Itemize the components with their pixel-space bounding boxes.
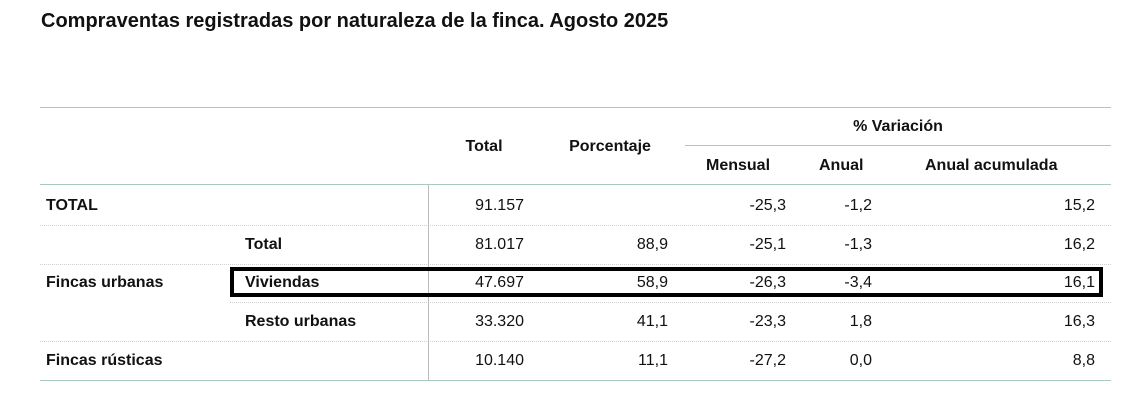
row-group-label: TOTAL (46, 197, 98, 214)
row-group-label: Fincas rústicas (46, 352, 163, 369)
row-sub-label: Total (245, 236, 283, 253)
header-porcentaje: Porcentaje (569, 138, 651, 155)
table-bottom-border (40, 380, 1111, 381)
row-divider (230, 302, 1111, 303)
header-mensual: Mensual (706, 157, 771, 174)
cell-anual-acumulada: 16,2 (1063, 236, 1095, 253)
cell-total: 47.697 (475, 274, 524, 291)
cell-porcentaje: 41,1 (636, 313, 668, 330)
cell-total: 33.320 (475, 313, 524, 330)
cell-porcentaje: 58,9 (636, 274, 668, 291)
cell-porcentaje: 11,1 (638, 352, 668, 369)
row-divider (40, 225, 1111, 226)
column-divider (428, 184, 429, 380)
cell-mensual: -25,1 (749, 236, 786, 253)
table-top-border (40, 107, 1111, 108)
highlight-box-viviendas (230, 267, 1103, 297)
cell-anual-acumulada: 15,2 (1063, 197, 1095, 214)
table-title: Compraventas registradas por naturaleza … (41, 10, 669, 32)
cell-anual: 1,8 (849, 313, 872, 330)
cell-mensual: -23,3 (749, 313, 786, 330)
cell-anual: -1,2 (844, 197, 872, 214)
header-bottom-border (40, 184, 1111, 185)
row-sub-label: Viviendas (245, 274, 320, 291)
row-sub-label: Resto urbanas (245, 313, 357, 330)
header-anual-acumulada: Anual acumulada (925, 157, 1058, 174)
cell-anual-acumulada: 16,3 (1063, 313, 1095, 330)
cell-mensual: -26,3 (749, 274, 786, 291)
cell-porcentaje: 88,9 (636, 236, 668, 253)
header-anual: Anual (819, 157, 864, 174)
row-divider (40, 264, 1111, 265)
cell-anual-acumulada: 16,1 (1063, 274, 1095, 291)
cell-total: 10.140 (475, 352, 524, 369)
cell-anual: -1,3 (844, 236, 872, 253)
header-variacion: % Variación (853, 118, 943, 135)
cell-mensual: -25,3 (749, 197, 786, 214)
variation-group-divider (685, 145, 1111, 146)
cell-anual-acumulada: 8,8 (1072, 352, 1095, 369)
row-divider (40, 341, 1111, 342)
cell-total: 81.017 (475, 236, 524, 253)
cell-anual: -3,4 (844, 274, 872, 291)
header-total: Total (465, 138, 503, 155)
cell-mensual: -27,2 (749, 352, 786, 369)
row-group-label: Fincas urbanas (46, 274, 164, 291)
cell-anual: 0,0 (849, 352, 872, 369)
cell-total: 91.157 (475, 197, 524, 214)
data-table: Total Porcentaje % Variación Mensual Anu… (40, 107, 1111, 381)
